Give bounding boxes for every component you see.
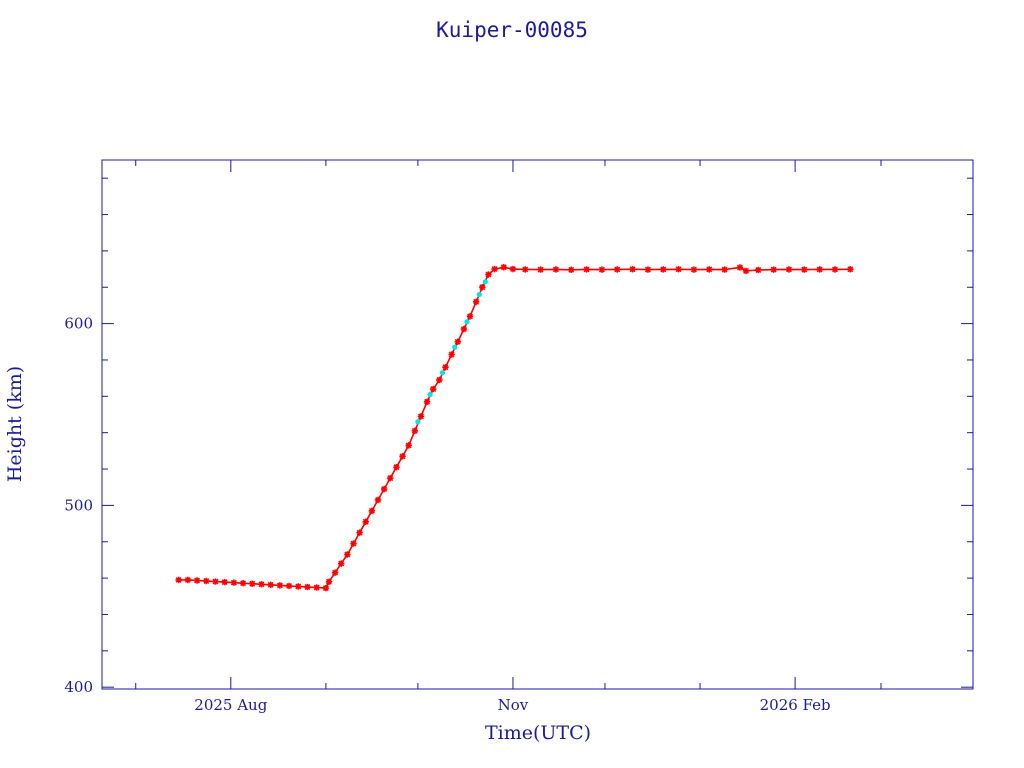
data-point — [399, 453, 406, 460]
data-point — [258, 581, 265, 588]
data-point — [721, 266, 728, 273]
data-point — [267, 581, 274, 589]
data-point — [285, 582, 293, 590]
data-point — [439, 370, 446, 376]
data-point — [239, 580, 247, 587]
data-point — [417, 413, 425, 420]
data-point — [482, 279, 488, 285]
data-point — [221, 578, 228, 586]
data-point — [736, 264, 744, 271]
data-point — [350, 540, 357, 547]
data-point — [629, 266, 636, 273]
data-point — [331, 569, 339, 576]
data-point — [430, 385, 437, 393]
data-point — [325, 578, 333, 585]
data-point — [338, 560, 345, 567]
data-point — [509, 265, 517, 273]
data-point — [755, 266, 762, 274]
data-point — [175, 576, 182, 584]
plot-frame — [101, 159, 974, 690]
series-trace — [178, 266, 851, 589]
data-point — [568, 266, 575, 273]
data-point — [464, 319, 470, 325]
data-point — [801, 266, 808, 273]
data-point — [405, 442, 412, 449]
data-point — [249, 580, 256, 587]
data-point — [393, 464, 400, 471]
data-point — [583, 266, 590, 273]
data-point — [460, 325, 468, 333]
x-tick-label: 2026 Feb — [760, 696, 831, 714]
data-point — [203, 577, 210, 585]
data-point — [472, 298, 480, 305]
data-point — [706, 266, 713, 273]
data-point — [276, 582, 284, 589]
data-point — [614, 266, 621, 273]
data-point — [415, 419, 421, 425]
data-point — [522, 266, 529, 273]
chart-title: Kuiper-00085 — [436, 18, 588, 42]
data-point — [362, 518, 369, 525]
data-point — [322, 584, 330, 592]
data-point — [485, 271, 492, 278]
y-axis-title: Height (km) — [4, 366, 26, 482]
data-point — [476, 291, 482, 298]
x-tick-label: 2025 Aug — [194, 696, 267, 714]
data-point — [454, 338, 461, 345]
data-point — [184, 576, 192, 584]
data-point — [368, 507, 376, 515]
data-point — [295, 583, 302, 590]
data-point — [380, 485, 388, 493]
data-point — [411, 427, 419, 435]
y-tick-label: 500 — [64, 496, 93, 514]
data-point — [552, 266, 560, 273]
data-point — [356, 529, 363, 536]
data-point — [193, 577, 201, 584]
y-tick-label: 600 — [64, 315, 93, 333]
data-point — [427, 391, 433, 398]
data-point — [537, 266, 544, 273]
data-point — [770, 266, 777, 273]
y-tick-label: 400 — [64, 678, 93, 696]
data-point — [847, 266, 854, 273]
x-tick-label: Nov — [498, 696, 529, 714]
data-point — [598, 266, 606, 273]
data-point — [785, 266, 793, 273]
data-point — [500, 264, 507, 271]
x-axis-title: Time(UTC) — [485, 722, 591, 744]
data-point — [644, 266, 652, 273]
data-point — [690, 266, 698, 273]
data-point — [816, 266, 823, 273]
data-point — [212, 578, 219, 585]
data-point — [742, 267, 750, 275]
data-point — [448, 351, 455, 358]
data-point — [491, 265, 498, 273]
data-point — [344, 551, 351, 558]
tick-labels: 400 500 600 2025 Aug Nov 2026 Feb — [64, 315, 830, 714]
data-point — [831, 266, 839, 273]
axis-ticks — [102, 160, 973, 689]
data-point — [387, 474, 394, 482]
data-point — [436, 376, 443, 384]
data-point — [304, 583, 311, 591]
data-point — [230, 579, 238, 586]
data-point — [313, 584, 320, 591]
data-point — [675, 266, 682, 273]
data-point — [466, 313, 474, 320]
data-point — [423, 398, 431, 405]
data-point — [452, 344, 458, 350]
data-point — [479, 284, 486, 291]
data-point — [660, 266, 667, 273]
data-point — [374, 496, 382, 504]
data-point — [442, 364, 449, 371]
series-layer — [175, 264, 854, 592]
